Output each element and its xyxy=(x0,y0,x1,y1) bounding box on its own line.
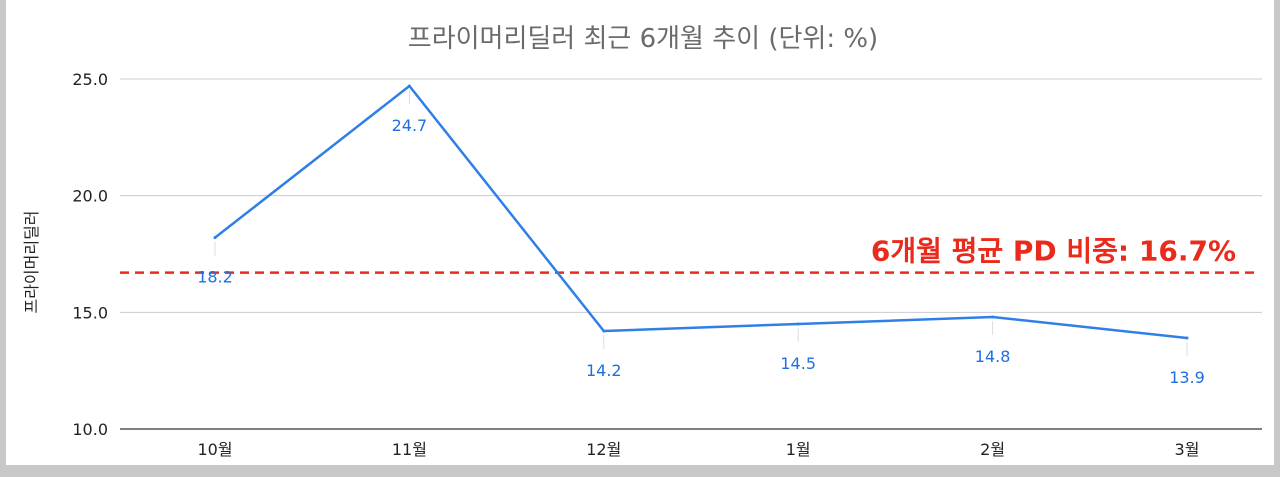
average-line-group: 6개월 평균 PD 비중: 16.7% xyxy=(120,235,1256,274)
chart-title: 프라이머리딜러 최근 6개월 추이 (단위: %) xyxy=(408,24,878,54)
data-labels: 18.2 24.7 14.2 14.5 14.8 13.9 xyxy=(197,90,1205,387)
y-tick-label: 25.0 xyxy=(72,70,108,89)
x-tick-labels: 10월 11월 12월 1월 2월 3월 xyxy=(197,440,1199,459)
data-label: 14.8 xyxy=(975,347,1011,366)
gridlines xyxy=(120,78,1262,430)
y-tick-label: 20.0 xyxy=(72,187,108,206)
data-label: 13.9 xyxy=(1169,368,1205,387)
series-line xyxy=(214,84,1188,340)
data-point xyxy=(991,315,995,319)
data-point xyxy=(796,322,800,326)
data-point xyxy=(213,236,217,240)
chart-frame: 프라이머리딜러 최근 6개월 추이 (단위: %) 프라이머리딜러 10.0 15… xyxy=(6,0,1274,465)
data-point xyxy=(602,329,606,333)
data-point xyxy=(1185,336,1189,340)
data-label: 18.2 xyxy=(197,268,233,287)
data-point xyxy=(407,84,411,88)
x-tick-label: 11월 xyxy=(392,440,427,459)
data-label: 14.5 xyxy=(780,354,816,373)
line-chart: 프라이머리딜러 최근 6개월 추이 (단위: %) 프라이머리딜러 10.0 15… xyxy=(22,24,1262,459)
y-tick-label: 10.0 xyxy=(72,420,108,439)
x-tick-label: 2월 xyxy=(980,440,1005,459)
x-tick-label: 1월 xyxy=(786,440,811,459)
x-tick-label: 3월 xyxy=(1175,440,1200,459)
x-tick-label: 12월 xyxy=(586,440,621,459)
y-tick-labels: 10.0 15.0 20.0 25.0 xyxy=(72,70,108,439)
series-group xyxy=(213,84,1189,340)
data-label: 24.7 xyxy=(392,116,428,135)
x-tick-label: 10월 xyxy=(197,440,232,459)
y-axis-label: 프라이머리딜러 xyxy=(22,210,41,313)
data-label: 14.2 xyxy=(586,361,622,380)
y-tick-label: 15.0 xyxy=(72,303,108,322)
average-label: 6개월 평균 PD 비중: 16.7% xyxy=(871,235,1236,268)
